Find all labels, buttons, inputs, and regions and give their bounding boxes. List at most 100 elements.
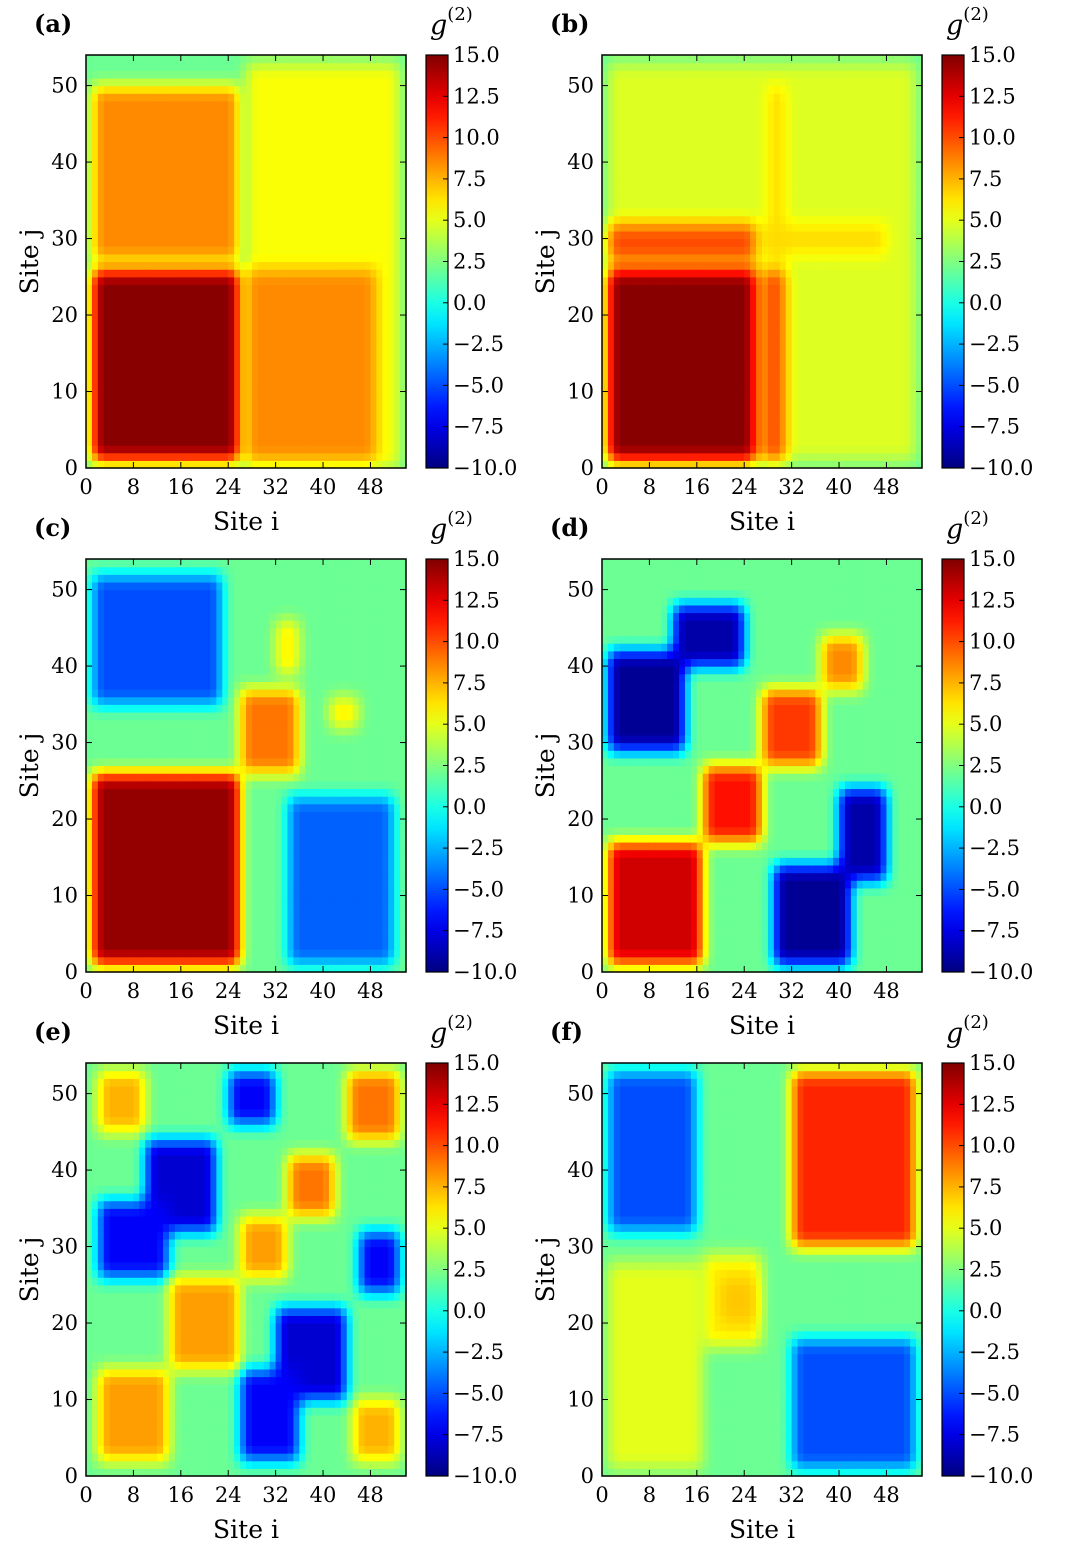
heatmap-cell <box>323 276 330 286</box>
heatmap-cell <box>756 391 763 400</box>
heatmap-cell <box>815 200 822 209</box>
heatmap-cell <box>690 452 698 461</box>
heatmap-cell <box>269 177 277 186</box>
heatmap-cell <box>767 177 775 186</box>
heatmap-cell <box>667 253 674 263</box>
heatmap-cell <box>797 391 805 400</box>
heatmap-cell <box>127 223 135 232</box>
heatmap-cell <box>750 345 757 354</box>
heatmap-cell <box>773 77 781 87</box>
heatmap-cell <box>311 445 318 454</box>
heatmap-cell <box>109 383 117 393</box>
heatmap-cell <box>305 223 312 232</box>
heatmap-cell <box>809 414 816 423</box>
heatmap-cell <box>358 154 366 163</box>
heatmap-cell <box>791 131 799 140</box>
heatmap-cell <box>613 445 621 454</box>
heatmap-cell <box>637 383 645 393</box>
heatmap-cell <box>797 414 805 423</box>
heatmap-cell <box>382 162 389 171</box>
heatmap-cell <box>673 337 680 347</box>
heatmap-cell <box>797 345 805 354</box>
heatmap-cell <box>720 169 728 178</box>
heatmap-cell <box>222 108 229 117</box>
heatmap-cell <box>168 460 176 469</box>
heatmap-cell <box>340 269 348 278</box>
heatmap-cell <box>180 368 188 377</box>
heatmap-cell <box>791 315 799 324</box>
heatmap-cell <box>346 284 354 293</box>
heatmap-cell <box>103 230 111 240</box>
heatmap-cell <box>139 77 146 87</box>
heatmap-cell <box>649 177 656 186</box>
heatmap-cell <box>720 353 728 362</box>
heatmap-cell <box>180 108 188 117</box>
heatmap-cell <box>388 55 395 64</box>
heatmap-cell <box>382 437 389 446</box>
heatmap-cell <box>673 85 680 94</box>
heatmap-cell <box>323 100 330 110</box>
heatmap-cell <box>667 337 674 347</box>
heatmap-cell <box>714 284 722 293</box>
heatmap-cell <box>346 100 354 110</box>
heatmap-cell <box>364 93 372 102</box>
heatmap-cell <box>257 345 265 354</box>
heatmap-cell <box>115 169 123 178</box>
heatmap-cell <box>779 360 787 370</box>
heatmap-cell <box>376 238 383 247</box>
heatmap-cell <box>97 246 105 255</box>
heatmap-cell <box>643 292 651 301</box>
heatmap-cell <box>667 345 674 354</box>
heatmap-cell <box>151 330 158 339</box>
heatmap-cell <box>86 376 93 385</box>
heatmap-cell <box>97 414 105 423</box>
heatmap-cell <box>738 185 745 194</box>
heatmap-cell <box>275 55 283 64</box>
heatmap-cell <box>97 185 105 194</box>
heatmap-cell <box>708 139 716 148</box>
heatmap-cell <box>97 276 105 286</box>
heatmap-cell <box>791 246 799 255</box>
heatmap-cell <box>762 200 769 209</box>
heatmap-cell <box>358 100 366 110</box>
heatmap-cell <box>631 185 639 194</box>
heatmap-cell <box>679 345 686 354</box>
heatmap-cell <box>779 399 787 408</box>
heatmap-cell <box>696 445 704 454</box>
heatmap-cell <box>382 200 389 209</box>
heatmap-cell <box>785 429 793 439</box>
heatmap-cell <box>773 391 781 400</box>
heatmap-cell <box>91 230 99 240</box>
heatmap-cell <box>690 116 698 125</box>
heatmap-cell <box>133 185 140 194</box>
heatmap-cell <box>180 322 188 331</box>
heatmap-cell <box>809 116 816 125</box>
heatmap-cell <box>168 100 176 110</box>
heatmap-cell <box>234 460 241 469</box>
heatmap-cell <box>210 460 217 469</box>
heatmap-cell <box>317 345 324 354</box>
heatmap-cell <box>228 55 235 64</box>
heatmap-cell <box>376 307 383 316</box>
heatmap-cell <box>756 253 763 263</box>
heatmap-cell <box>619 246 627 255</box>
heatmap-cell <box>732 322 739 331</box>
heatmap-cell <box>151 368 158 377</box>
heatmap-cell <box>352 368 360 377</box>
heatmap-cell <box>151 93 158 102</box>
heatmap-cell <box>299 399 306 408</box>
heatmap-cell <box>222 177 229 186</box>
heatmap-cell <box>679 223 686 232</box>
heatmap-cell <box>115 269 123 278</box>
heatmap-cell <box>684 353 692 362</box>
heatmap-cell <box>376 253 383 263</box>
heatmap-cell <box>168 445 176 454</box>
heatmap-cell <box>334 246 342 255</box>
heatmap-cell <box>720 391 728 400</box>
heatmap-cell <box>684 116 692 125</box>
heatmap-cell <box>643 123 651 133</box>
heatmap-cell <box>684 383 692 393</box>
heatmap-cell <box>328 261 336 270</box>
heatmap-cell <box>815 429 822 439</box>
heatmap-cell <box>228 85 235 94</box>
